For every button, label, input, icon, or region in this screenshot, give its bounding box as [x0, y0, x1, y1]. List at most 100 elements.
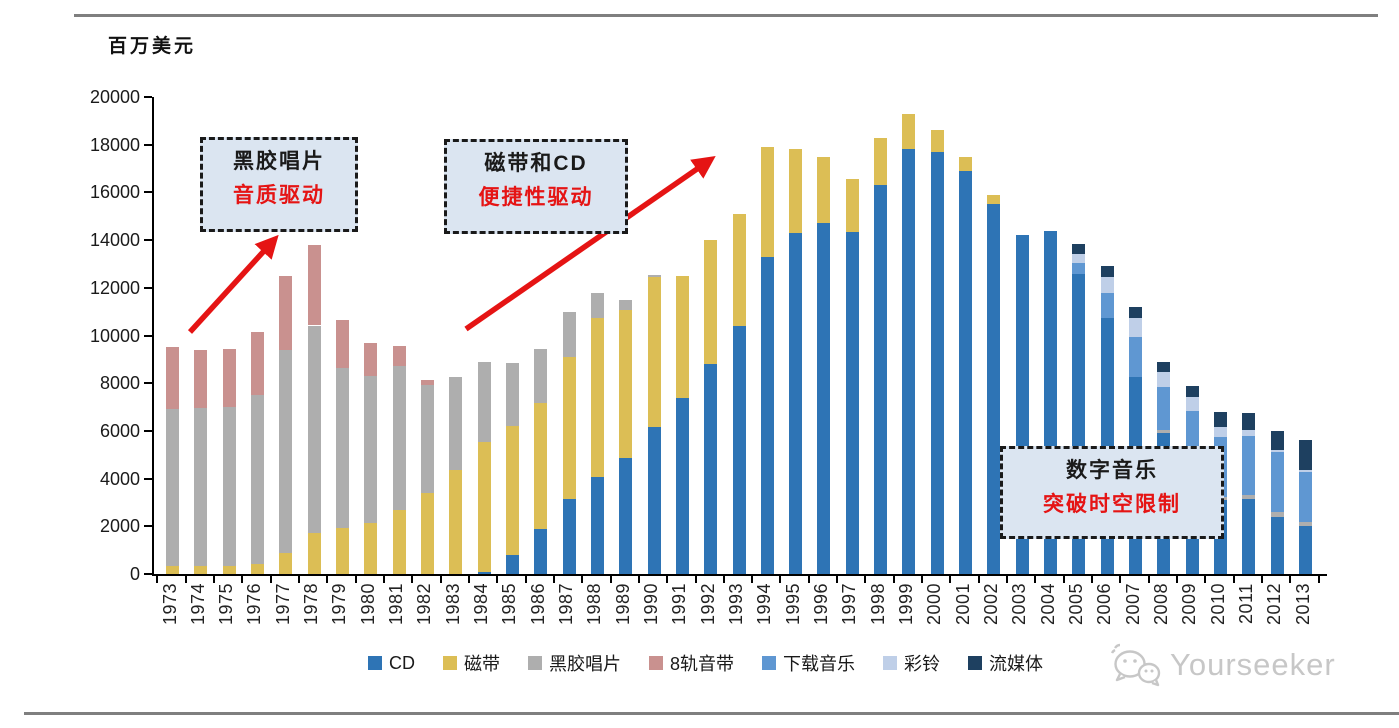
- x-axis-tick: [977, 576, 980, 583]
- bar-segment: [675, 397, 689, 574]
- y-axis-tick: [144, 382, 152, 385]
- bar-segment: [477, 571, 491, 574]
- x-axis-year-label: 1993: [726, 582, 746, 626]
- x-axis-tick: [1176, 576, 1179, 583]
- x-axis-tick: [326, 576, 329, 583]
- x-axis-year-label: 2003: [1009, 582, 1030, 626]
- x-axis-tick: [751, 576, 754, 583]
- bar-segment: [1242, 429, 1256, 436]
- x-axis-year-label: 2006: [1094, 582, 1115, 626]
- legend-swatch: [367, 656, 382, 670]
- legend-label: 流媒体: [989, 654, 1043, 674]
- y-axis-label: 4000: [99, 468, 140, 489]
- x-axis-tick: [1091, 576, 1094, 583]
- bar-segment: [732, 213, 746, 326]
- y-axis-label: 20000: [89, 87, 140, 107]
- x-axis-year-label: 1978: [301, 582, 322, 626]
- legend-swatch: [762, 656, 776, 670]
- x-axis-year-label: 1983: [442, 582, 463, 626]
- legend-swatch: [648, 656, 663, 670]
- x-axis-tick: [921, 576, 924, 583]
- bar-segment: [505, 554, 519, 574]
- bar-segment: [1299, 469, 1312, 472]
- x-axis-year-label: 2005: [1065, 582, 1086, 626]
- x-axis-tick: [779, 576, 782, 583]
- legend-label: CD: [388, 652, 415, 673]
- legend-item: 下载音乐: [762, 650, 855, 676]
- bar-segment: [590, 477, 604, 574]
- x-axis-tick: [184, 576, 187, 583]
- bar-segment: [760, 256, 774, 574]
- bar-segment: [1299, 471, 1312, 523]
- y-axis-label: 18000: [89, 134, 140, 155]
- bar-segment: [619, 310, 633, 459]
- bar-segment: [1185, 411, 1199, 448]
- y-axis-tick: [144, 191, 152, 194]
- x-axis-year-label: 1995: [782, 582, 803, 626]
- bar-segment: [534, 348, 548, 404]
- bar-segment: [845, 231, 859, 574]
- bar-segment: [335, 367, 349, 528]
- legend-label: 彩铃: [904, 654, 940, 674]
- x-axis-year-label: 1994: [754, 582, 775, 626]
- bar-segment: [222, 407, 236, 566]
- y-axis-tick: [144, 96, 152, 98]
- x-axis-year-label: 2012: [1264, 582, 1285, 626]
- bar-segment: [732, 325, 746, 574]
- bar-segment: [477, 361, 491, 442]
- x-axis-tick: [524, 576, 527, 583]
- y-axis-tick: [144, 239, 152, 242]
- bar-segment: [449, 377, 463, 471]
- y-axis-tick: [144, 429, 152, 432]
- x-axis-year-label: 2011: [1235, 583, 1256, 625]
- legend-swatch: [442, 656, 457, 670]
- bar-segment: [335, 320, 349, 368]
- x-axis-tick: [411, 576, 414, 583]
- x-axis-year-label: 1990: [641, 582, 662, 626]
- bar-segment: [1242, 413, 1256, 430]
- x-axis-year-label: 2004: [1037, 582, 1058, 626]
- top-divider: [74, 14, 1378, 17]
- x-axis-tick: [1034, 576, 1037, 583]
- x-axis-year-label: 1979: [329, 582, 350, 626]
- bar-segment: [1100, 266, 1114, 278]
- bar-segment: [647, 427, 661, 574]
- x-axis-tick: [1147, 576, 1150, 583]
- bar-segment: [959, 170, 973, 574]
- bar-segment: [789, 232, 803, 574]
- x-axis-tick: [1317, 576, 1320, 583]
- bar-segment: [959, 156, 973, 171]
- bar-segment: [477, 441, 491, 572]
- x-axis-tick: [666, 576, 669, 583]
- x-axis-year-label: 1977: [272, 582, 293, 626]
- x-axis-tick: [439, 576, 442, 583]
- bar-segment: [505, 362, 519, 427]
- x-axis-year-label: 1975: [216, 582, 237, 626]
- bar-segment: [704, 240, 718, 365]
- x-axis-year-label: 1999: [895, 582, 916, 626]
- bottom-divider: [24, 712, 1399, 715]
- bar-segment: [647, 277, 661, 428]
- y-axis-label: 12000: [89, 277, 140, 298]
- bar-segment: [1129, 336, 1143, 378]
- x-axis-tick: [1119, 576, 1122, 583]
- bar-segment: [675, 275, 689, 398]
- legend-swatch: [968, 656, 982, 670]
- bar-segment: [1242, 498, 1256, 574]
- bar-segment: [1242, 435, 1256, 496]
- chart-legend: CD 磁带 黑胶唱片 8轨音带 下载音乐 彩铃 流媒体: [6, 650, 1399, 676]
- y-axis-label: 10000: [89, 325, 140, 346]
- x-axis-year-label: 1974: [187, 582, 208, 626]
- x-axis-year-label: 1981: [386, 582, 407, 626]
- x-axis-year-label: 2009: [1179, 582, 1200, 626]
- x-axis-tick: [552, 576, 555, 583]
- legend-label: 黑胶唱片: [548, 654, 621, 674]
- legend-swatch: [527, 656, 542, 670]
- x-axis-year-label: 1987: [556, 582, 577, 626]
- bar-segment: [1299, 522, 1312, 527]
- x-axis-tick: [382, 576, 385, 583]
- bar-segment: [874, 137, 888, 186]
- y-axis-tick: [144, 477, 152, 480]
- bar-segment: [902, 113, 916, 150]
- bar-segment: [1072, 254, 1086, 263]
